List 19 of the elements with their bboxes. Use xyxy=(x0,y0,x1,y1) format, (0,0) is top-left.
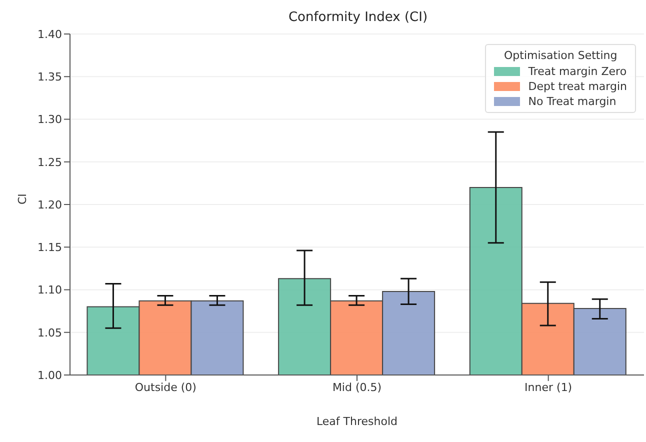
y-tick-label: 1.30 xyxy=(38,113,62,126)
y-tick-label: 1.35 xyxy=(38,70,62,84)
y-tick-label: 1.25 xyxy=(38,156,62,169)
y-axis-title: CI xyxy=(16,194,29,204)
y-tick-label: 1.00 xyxy=(38,368,62,382)
legend-label: No Treat margin xyxy=(528,95,616,108)
chart-title: Conformity Index (CI) xyxy=(287,10,429,25)
y-tick-label: 1.20 xyxy=(38,198,62,212)
x-tick-label: Inner (1) xyxy=(524,380,572,394)
legend-label: Dept treat margin xyxy=(528,80,627,93)
x-tick-label: Outside (0) xyxy=(134,380,196,394)
legend-label: Treat margin Zero xyxy=(528,65,627,78)
x-tick-label: Mid (0.5) xyxy=(332,380,382,394)
x-axis-title: Leaf Threshold xyxy=(316,415,398,428)
y-tick-label: 1.10 xyxy=(38,284,62,297)
y-tick-label: 1.40 xyxy=(38,28,62,41)
y-tick-label: 1.05 xyxy=(38,326,62,340)
legend-title: Optimisation Setting xyxy=(503,49,618,62)
y-tick-label: 1.15 xyxy=(38,241,62,254)
